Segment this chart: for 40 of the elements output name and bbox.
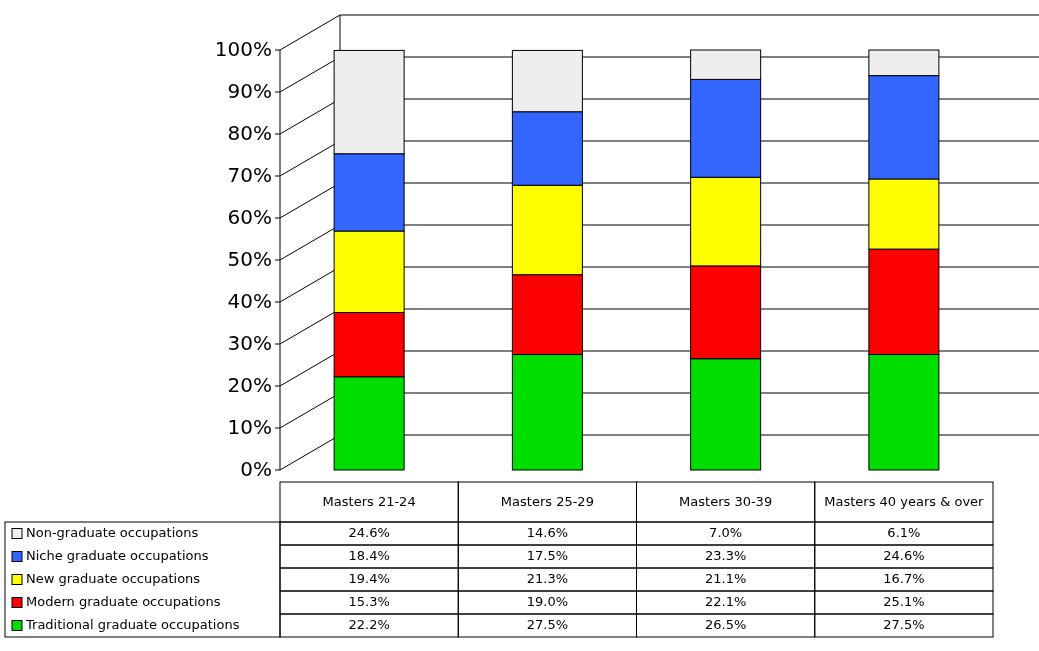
data-label: 24.6% [883,548,925,563]
legend-label: Traditional graduate occupations [25,617,240,632]
legend-label: Non-graduate occupations [26,525,199,540]
data-label: 25.1% [883,594,925,609]
data-label: 26.5% [704,617,747,632]
data-label: 27.5% [526,617,569,632]
data-label: 14.6% [526,525,569,540]
data-label: 18.4% [348,548,390,563]
data-label: 24.6% [348,525,390,540]
y-tick-label: 30% [227,330,272,355]
data-label: 21.3% [526,571,569,586]
data-label: 22.2% [348,617,390,632]
y-tick-label: 10% [227,414,272,439]
data-label: 6.1% [887,525,921,540]
y-tick-label: 60% [227,204,272,229]
data-label: 16.7% [883,571,925,586]
x-tick-label: Masters 21-24 [322,493,416,509]
data-label: 19.4% [348,571,390,586]
x-tick-label: Masters 25-29 [500,493,594,509]
y-tick-label: 20% [227,372,272,397]
legend-label: Niche graduate occupations [26,548,209,563]
y-tick-label: 90% [227,78,272,103]
legend-label: Modern graduate occupations [26,594,221,609]
data-label: 19.0% [526,594,569,609]
y-tick-label: 40% [227,288,272,313]
y-tick-label: 0% [240,456,272,481]
data-label: 23.3% [704,548,747,563]
data-label: 21.1% [704,571,747,586]
y-tick-label: 70% [227,162,272,187]
legend-label: New graduate occupations [26,571,201,586]
x-tick-label: Masters 40 years & over [824,493,985,509]
data-label: 17.5% [526,548,569,563]
y-tick-label: 80% [227,120,272,145]
y-tick-label: 50% [227,246,272,271]
y-tick-label: 100% [214,36,272,61]
data-label: 22.1% [704,594,747,609]
data-label: 7.0% [709,525,743,540]
data-label: 15.3% [348,594,390,609]
x-tick-label: Masters 30-39 [679,493,773,509]
data-label: 27.5% [883,617,925,632]
